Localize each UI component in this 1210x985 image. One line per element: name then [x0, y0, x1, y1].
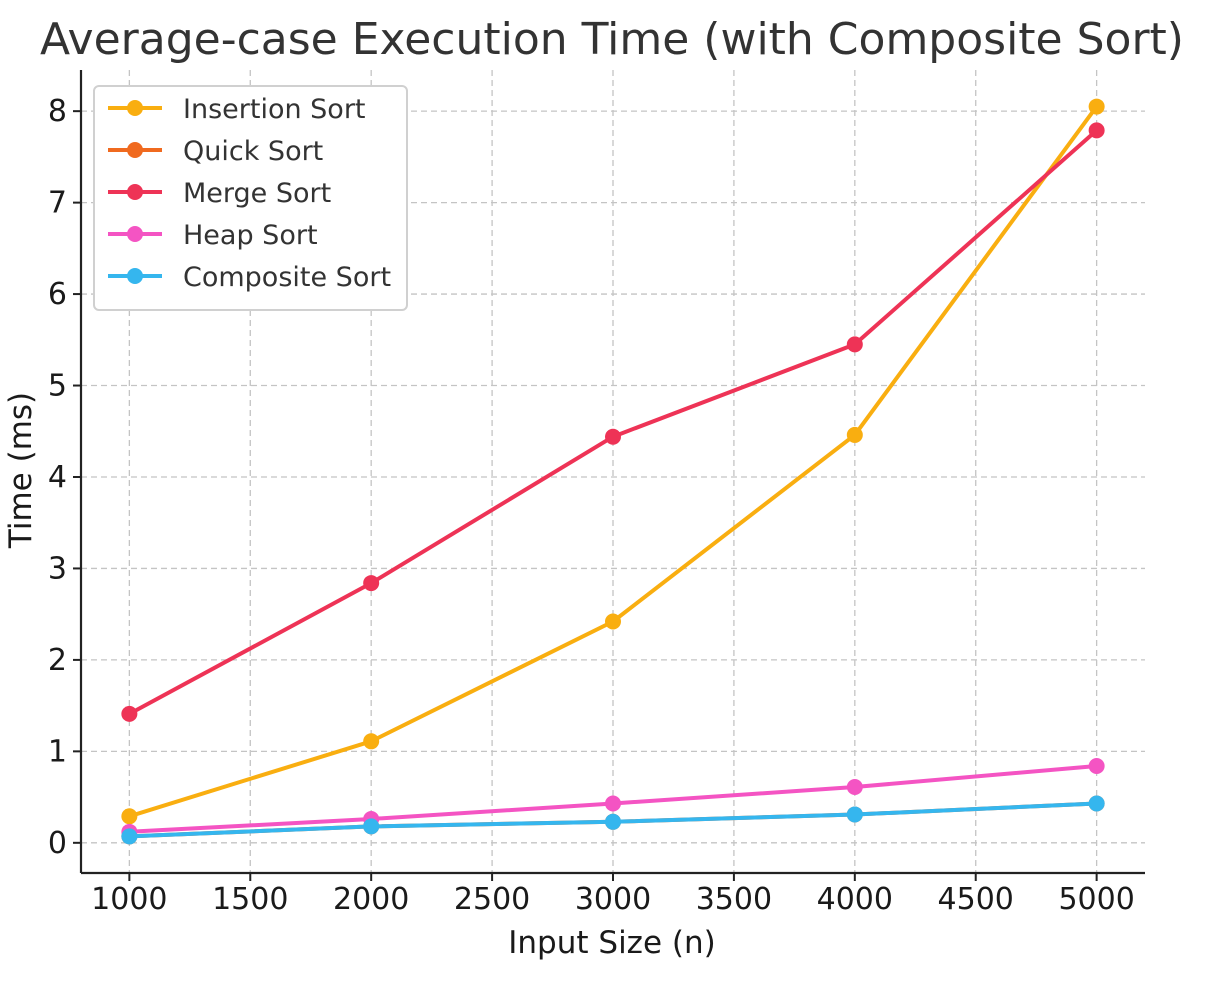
series-insertion-sort — [121, 98, 1105, 825]
grid — [81, 70, 1145, 873]
y-tick-label-5: 5 — [48, 369, 67, 404]
x-tick-label-3500: 3500 — [696, 882, 772, 917]
series-merge-sort — [121, 122, 1105, 722]
data-point-insertion-sort-5000 — [1088, 98, 1105, 115]
x-tick-label-4500: 4500 — [938, 882, 1014, 917]
y-tick-label-4: 4 — [48, 460, 67, 495]
legend-swatch-marker-composite-sort — [127, 268, 143, 284]
legend-item-insertion-sort: Insertion Sort — [108, 94, 366, 125]
x-tick-label-2500: 2500 — [454, 882, 530, 917]
data-point-heap-sort-5000 — [1088, 757, 1105, 774]
data-point-merge-sort-4000 — [846, 336, 863, 353]
legend-item-merge-sort: Merge Sort — [108, 178, 331, 209]
x-tick-label-1500: 1500 — [212, 882, 288, 917]
y-tick-label-2: 2 — [48, 643, 67, 678]
y-tick-label-7: 7 — [48, 186, 67, 221]
data-point-merge-sort-1000 — [121, 705, 138, 722]
legend-swatch-marker-heap-sort — [127, 226, 143, 242]
data-point-composite-sort-5000 — [1088, 795, 1105, 812]
y-tick-label-3: 3 — [48, 551, 67, 586]
legend: Insertion Sort Quick Sort Merge Sort Heap S… — [93, 85, 408, 311]
y-tick-label-6: 6 — [48, 277, 67, 312]
legend-swatch-marker-merge-sort — [127, 184, 143, 200]
y-axis-label: Time (ms) — [3, 392, 39, 549]
series-layer — [121, 98, 1105, 845]
data-point-merge-sort-2000 — [363, 575, 380, 592]
x-axis-label: Input Size (n) — [508, 925, 715, 961]
x-tick-label-1000: 1000 — [91, 882, 167, 917]
axes: 1000 1500 2000 2500 3000 3500 4000 4500 5000 0 1 2 3… — [48, 70, 1145, 917]
chart-title: Average-case Execution Time (with Compos… — [40, 14, 1184, 65]
y-tick-label-8: 8 — [48, 94, 67, 129]
data-point-heap-sort-4000 — [846, 779, 863, 796]
legend-box — [93, 85, 408, 311]
data-point-insertion-sort-3000 — [605, 613, 621, 630]
data-point-merge-sort-3000 — [605, 428, 621, 445]
x-tick-label-4000: 4000 — [817, 882, 893, 917]
y-tick-label-0: 0 — [48, 826, 67, 861]
legend-item-quick-sort: Quick Sort — [108, 136, 323, 167]
x-tick-label-5000: 5000 — [1058, 882, 1134, 917]
series-composite-sort — [121, 795, 1105, 845]
legend-label-quick-sort: Quick Sort — [183, 136, 323, 167]
legend-label-heap-sort: Heap Sort — [183, 220, 318, 251]
data-point-composite-sort-2000 — [363, 818, 380, 835]
legend-label-merge-sort: Merge Sort — [183, 178, 331, 209]
x-tick-label-3000: 3000 — [575, 882, 651, 917]
data-point-composite-sort-1000 — [121, 828, 138, 845]
data-point-insertion-sort-2000 — [363, 733, 380, 750]
data-point-insertion-sort-4000 — [846, 426, 863, 443]
data-point-insertion-sort-1000 — [121, 808, 138, 825]
data-point-composite-sort-3000 — [605, 813, 621, 830]
legend-label-insertion-sort: Insertion Sort — [183, 94, 366, 125]
legend-label-composite-sort: Composite Sort — [183, 262, 391, 293]
data-point-composite-sort-4000 — [846, 806, 863, 823]
legend-swatch-marker-quick-sort — [127, 142, 143, 158]
y-tick-label-1: 1 — [48, 734, 67, 769]
data-point-merge-sort-5000 — [1088, 122, 1105, 139]
legend-item-composite-sort: Composite Sort — [108, 262, 391, 293]
data-point-heap-sort-3000 — [605, 795, 621, 812]
legend-item-heap-sort: Heap Sort — [108, 220, 318, 251]
x-tick-label-2000: 2000 — [333, 882, 409, 917]
legend-swatch-marker-insertion-sort — [127, 100, 143, 116]
